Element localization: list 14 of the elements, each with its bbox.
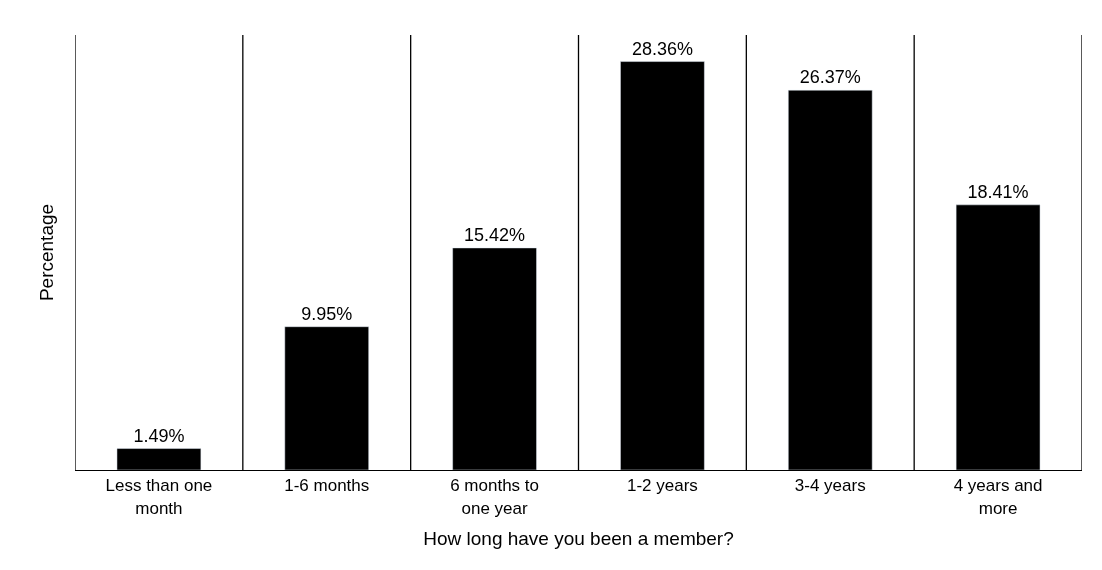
data-label: 15.42% — [464, 224, 526, 245]
x-tick-label: 4 years and more — [953, 476, 1043, 518]
data-label: 26.37% — [799, 67, 861, 88]
x-axis-title: How long have you been a member? — [423, 528, 734, 550]
x-tick-label: 1-6 months — [284, 476, 370, 496]
data-label: 28.36% — [631, 38, 693, 59]
x-tick-label: 3-4 years — [794, 476, 866, 496]
y-axis-title: Percentage — [35, 203, 57, 302]
data-label: 1.49% — [133, 425, 185, 446]
data-label: 18.41% — [967, 181, 1029, 202]
x-tick-label: Less than one month — [105, 476, 213, 518]
x-tick-label: 1-2 years — [626, 476, 698, 496]
data-label: 9.95% — [301, 303, 353, 324]
x-tick-label: 6 months to one year — [450, 476, 539, 518]
